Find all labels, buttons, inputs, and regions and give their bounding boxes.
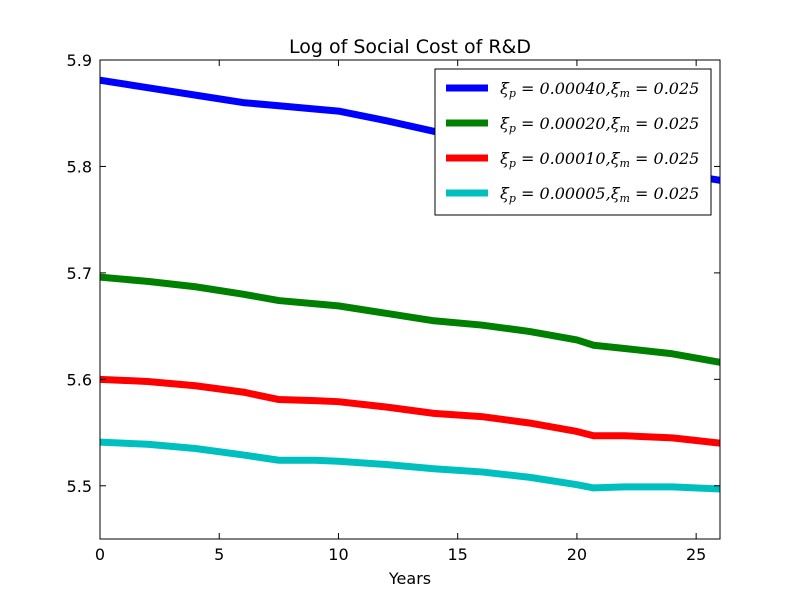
x-axis-label: Years: [388, 569, 431, 588]
legend: ξp = 0.00040,ξm = 0.025 ξp = 0.00020,ξm =…: [434, 68, 712, 216]
y-tick-label: 5.6: [67, 370, 92, 389]
plot-frame: [99, 59, 721, 540]
x-axis-ticks: 0 5 10 15 20 25: [95, 60, 706, 564]
series-line-2: [100, 273, 720, 366]
y-axis-ticks: 5.5 5.6 5.7 5.8 5.9: [67, 51, 720, 496]
y-tick-label: 5.7: [67, 264, 92, 283]
legend-entry-label: ξp = 0.00005,ξm = 0.025: [500, 184, 699, 205]
legend-entry-label: ξp = 0.00020,ξm = 0.025: [500, 114, 699, 135]
x-tick-label: 25: [686, 545, 706, 564]
x-tick-label: 15: [448, 545, 468, 564]
legend-entry-label: ξp = 0.00010,ξm = 0.025: [500, 149, 699, 170]
chart-title: Log of Social Cost of R&D: [289, 36, 531, 58]
y-tick-label: 5.9: [67, 51, 92, 70]
legend-entry-label: ξp = 0.00040,ξm = 0.025: [500, 79, 699, 100]
x-tick-label: 20: [567, 545, 587, 564]
series-line-3: [100, 375, 720, 447]
y-tick-label: 5.8: [67, 157, 92, 176]
x-tick-label: 5: [214, 545, 224, 564]
x-tick-label: 0: [95, 545, 105, 564]
x-tick-label: 10: [328, 545, 348, 564]
series-line-4: [100, 438, 720, 493]
y-tick-label: 5.5: [67, 477, 92, 496]
